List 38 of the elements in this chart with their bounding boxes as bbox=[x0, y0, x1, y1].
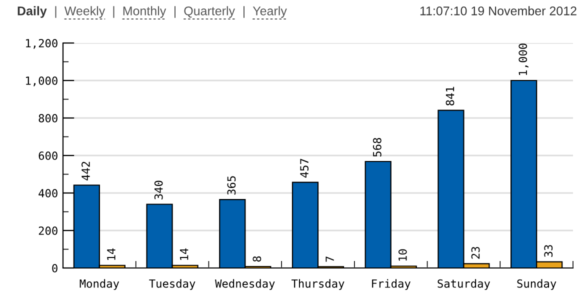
data-label: 340 bbox=[154, 180, 163, 200]
y-tick-label: 400 bbox=[38, 189, 58, 198]
data-label: 33 bbox=[544, 245, 553, 257]
y-tick-label: 1,000 bbox=[26, 76, 58, 86]
y-tick-label: 600 bbox=[38, 152, 58, 160]
data-label: 23 bbox=[471, 246, 480, 259]
data-label: 8 bbox=[252, 256, 262, 262]
data-label: 14 bbox=[180, 248, 188, 260]
text: Weekly bbox=[64, 6, 106, 18]
x-tick-label: Thursday bbox=[292, 279, 344, 290]
text: | bbox=[243, 6, 245, 18]
x-tick-label: Saturday bbox=[438, 279, 490, 290]
x-tick-label: Wednesday bbox=[215, 279, 275, 290]
data-label: 457 bbox=[300, 158, 309, 178]
y-tick-label: 200 bbox=[38, 226, 58, 235]
y-tick-label: 1,200 bbox=[26, 39, 58, 49]
text: Monthly bbox=[123, 6, 166, 18]
data-label: 7 bbox=[326, 256, 334, 262]
data-label: 10 bbox=[398, 249, 407, 261]
text: 11:07:10 19 November 2012 bbox=[420, 6, 576, 16]
data-label: 365 bbox=[227, 176, 236, 195]
data-label: 568 bbox=[372, 138, 382, 157]
data-label: 841 bbox=[446, 86, 454, 106]
text: | bbox=[174, 6, 176, 18]
x-tick-label: Friday bbox=[372, 279, 410, 290]
data-label: 14 bbox=[107, 248, 116, 260]
data-label: 1,000 bbox=[518, 44, 528, 75]
data-label: 442 bbox=[82, 162, 90, 180]
y-tick-label: 0 bbox=[52, 264, 58, 272]
x-tick-label: Sunday bbox=[517, 279, 556, 290]
text: Yearly bbox=[252, 6, 287, 18]
x-tick-label: Monday bbox=[80, 279, 120, 290]
text: Daily bbox=[18, 6, 47, 18]
text: Quarterly bbox=[184, 6, 236, 18]
text: | bbox=[113, 6, 114, 18]
y-tick-label: 800 bbox=[38, 114, 58, 122]
text: | bbox=[55, 6, 56, 18]
x-tick-label: Tuesday bbox=[149, 279, 196, 290]
